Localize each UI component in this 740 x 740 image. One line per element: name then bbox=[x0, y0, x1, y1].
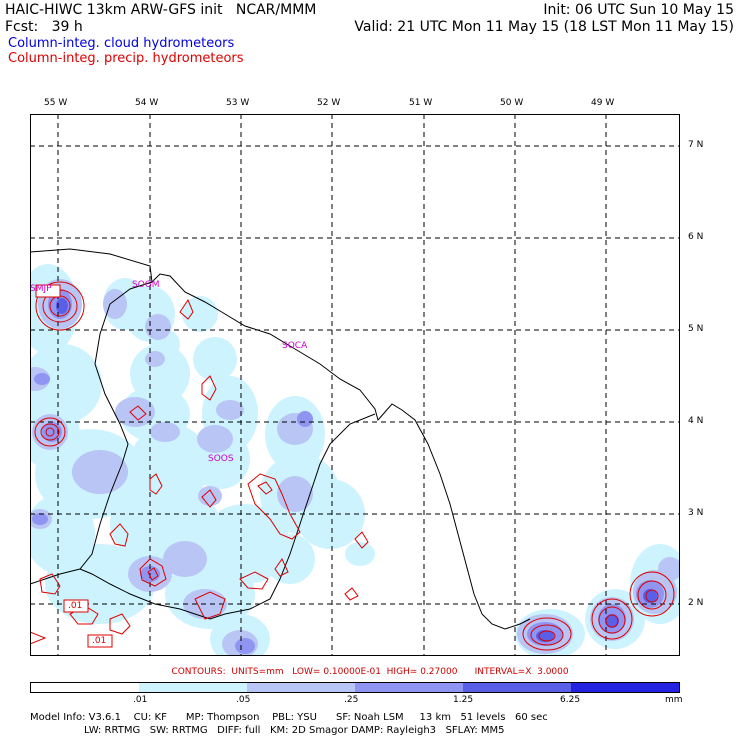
contour-label-value: .01 bbox=[92, 636, 107, 646]
station-label-soos: SOOS bbox=[208, 454, 234, 464]
model-info-line1: Model Info: V3.6.1 CU: KF MP: Thompson P… bbox=[30, 712, 548, 723]
colorbar-label: .05 bbox=[236, 695, 251, 705]
forecast-hour: Fcst: 39 h bbox=[5, 19, 83, 35]
station-label-smjp: SMJP bbox=[30, 284, 52, 294]
station-label-sogm: SOGM bbox=[132, 280, 160, 290]
lat-label-3n: 3 N bbox=[688, 508, 704, 518]
colorbar-bin bbox=[139, 683, 247, 692]
colorbar-bin bbox=[355, 683, 463, 692]
coastline bbox=[30, 248, 531, 630]
map-plot bbox=[30, 114, 680, 656]
colorbar-label: 6.25 bbox=[560, 695, 581, 705]
legend-precip: Column-integ. precip. hydrometeors bbox=[8, 51, 244, 66]
colorbar bbox=[30, 682, 680, 693]
colorbar-label: .01 bbox=[133, 695, 148, 705]
lat-label-7n: 7 N bbox=[688, 140, 704, 150]
lat-label-4n: 4 N bbox=[688, 416, 704, 426]
lon-label-49w: 49 W bbox=[591, 98, 615, 108]
colorbar-bin bbox=[247, 683, 355, 692]
lon-label-51w: 51 W bbox=[409, 98, 433, 108]
model-info-line2: LW: RRTMG SW: RRTMG DIFF: full KM: 2D Sm… bbox=[30, 725, 505, 736]
lon-label-52w: 52 W bbox=[317, 98, 341, 108]
lon-label-54w: 54 W bbox=[135, 98, 159, 108]
colorbar-bin bbox=[31, 683, 139, 692]
colorbar-bin bbox=[463, 683, 571, 692]
colorbar-bin bbox=[571, 683, 679, 692]
contours-info: CONTOURS: UNITS=mm LOW= 0.10000E-01 HIGH… bbox=[171, 667, 569, 677]
lat-label-2n: 2 N bbox=[688, 598, 704, 608]
lon-label-53w: 53 W bbox=[226, 98, 250, 108]
colorbar-label: 1.25 bbox=[453, 695, 474, 705]
lon-label-50w: 50 W bbox=[500, 98, 524, 108]
lat-label-5n: 5 N bbox=[688, 324, 704, 334]
colorbar-label: .25 bbox=[344, 695, 359, 705]
contour-label-value: .01 bbox=[68, 601, 83, 611]
valid-time: Valid: 21 UTC Mon 11 May 15 (18 LST Mon … bbox=[354, 19, 734, 35]
graticule bbox=[30, 114, 680, 656]
legend-cloud: Column-integ. cloud hydrometeors bbox=[8, 36, 235, 51]
precip-contours bbox=[30, 281, 675, 651]
contour-label-boxes bbox=[35, 284, 113, 648]
station-label-soca: SOCA bbox=[282, 341, 308, 351]
lat-label-6n: 6 N bbox=[688, 232, 704, 242]
title-left: HAIC-HIWC 13km ARW-GFS init NCAR/MMM bbox=[5, 2, 317, 18]
colorbar-units: mm bbox=[665, 695, 683, 705]
lon-label-55w: 55 W bbox=[44, 98, 68, 108]
init-time: Init: 06 UTC Sun 10 May 15 bbox=[543, 2, 734, 18]
